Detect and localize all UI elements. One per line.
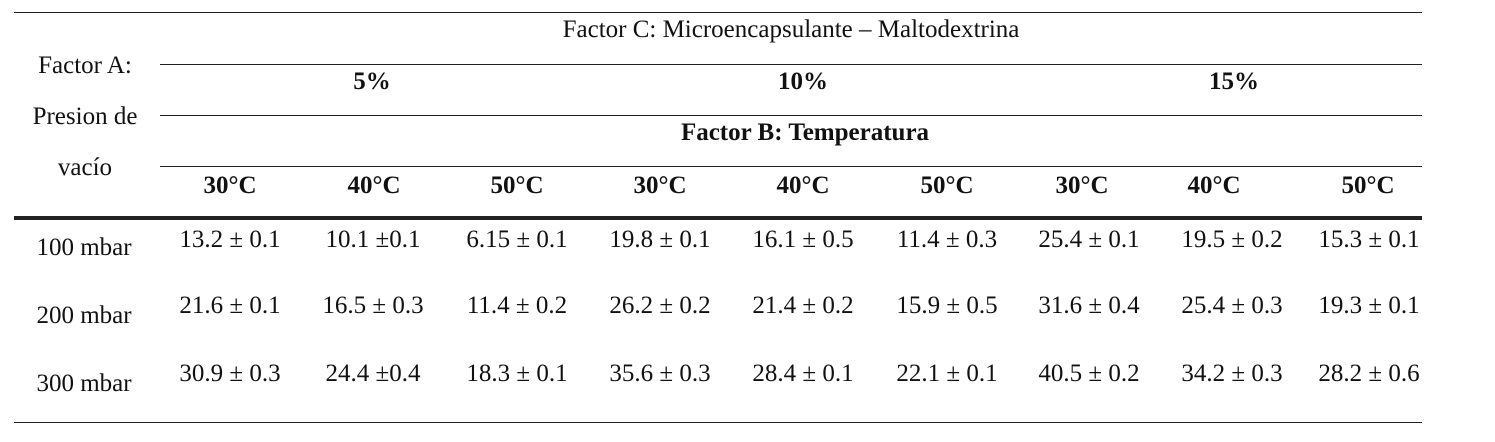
factor-a-header: Factor A: Presion de vacío bbox=[10, 40, 160, 193]
temperature-header: 30°C bbox=[633, 172, 687, 199]
table-cell: 19.3 ± 0.1 bbox=[1318, 292, 1420, 319]
table-cell: 15.3 ± 0.1 bbox=[1318, 226, 1420, 253]
row-label: 100 mbar bbox=[36, 234, 132, 261]
table-cell: 21.6 ± 0.1 bbox=[179, 292, 281, 319]
table-cell: 11.4 ± 0.3 bbox=[896, 226, 998, 253]
factor-a-line: Presion de bbox=[32, 103, 138, 130]
table-cell: 25.4 ± 0.1 bbox=[1038, 226, 1140, 253]
row-label: 300 mbar bbox=[36, 370, 132, 397]
factor-c-header: Factor C: Microencapsulante – Maltodextr… bbox=[562, 16, 1020, 43]
table-cell: 28.2 ± 0.6 bbox=[1318, 360, 1420, 387]
temperature-header: 50°C bbox=[490, 172, 544, 199]
concentration-header: 15% bbox=[1209, 68, 1259, 95]
rule-under-concentrations bbox=[160, 115, 1422, 116]
top-rule bbox=[14, 12, 1422, 13]
rule-under-factor-c bbox=[160, 64, 1422, 65]
table-cell: 24.4 ±0.4 bbox=[325, 360, 421, 387]
concentration-header: 10% bbox=[778, 68, 828, 95]
row-label: 200 mbar bbox=[36, 302, 132, 329]
table-cell: 15.9 ± 0.5 bbox=[896, 292, 998, 319]
factor-b-header: Factor B: Temperatura bbox=[680, 119, 930, 146]
header-thick-rule bbox=[14, 216, 1422, 220]
temperature-header: 40°C bbox=[1187, 172, 1241, 199]
table-cell: 19.8 ± 0.1 bbox=[609, 226, 711, 253]
temperature-header: 40°C bbox=[347, 172, 401, 199]
temperature-header: 50°C bbox=[1341, 172, 1395, 199]
temperature-header: 30°C bbox=[1055, 172, 1109, 199]
factor-a-line: vacío bbox=[57, 154, 113, 181]
table-cell: 34.2 ± 0.3 bbox=[1181, 360, 1283, 387]
rule-under-factor-b bbox=[160, 166, 1422, 167]
table-cell: 40.5 ± 0.2 bbox=[1038, 360, 1140, 387]
table-cell: 10.1 ±0.1 bbox=[325, 226, 421, 253]
temperature-header: 30°C bbox=[203, 172, 257, 199]
table-cell: 19.5 ± 0.2 bbox=[1181, 226, 1283, 253]
table-cell: 31.6 ± 0.4 bbox=[1038, 292, 1140, 319]
table-cell: 6.15 ± 0.1 bbox=[466, 226, 568, 253]
table-cell: 22.1 ± 0.1 bbox=[896, 360, 998, 387]
table-cell: 18.3 ± 0.1 bbox=[466, 360, 568, 387]
table-cell: 25.4 ± 0.3 bbox=[1181, 292, 1283, 319]
factor-a-line: Factor A: bbox=[38, 52, 132, 79]
table-cell: 28.4 ± 0.1 bbox=[752, 360, 854, 387]
table-cell: 13.2 ± 0.1 bbox=[179, 226, 281, 253]
table-cell: 16.5 ± 0.3 bbox=[322, 292, 424, 319]
table-cell: 16.1 ± 0.5 bbox=[752, 226, 854, 253]
table-cell: 21.4 ± 0.2 bbox=[752, 292, 854, 319]
table-cell: 26.2 ± 0.2 bbox=[609, 292, 711, 319]
table-cell: 30.9 ± 0.3 bbox=[179, 360, 281, 387]
bottom-rule bbox=[14, 422, 1422, 423]
temperature-header: 50°C bbox=[920, 172, 974, 199]
concentration-header: 5% bbox=[353, 68, 391, 95]
table-cell: 35.6 ± 0.3 bbox=[609, 360, 711, 387]
table-cell: 11.4 ± 0.2 bbox=[466, 292, 568, 319]
temperature-header: 40°C bbox=[776, 172, 830, 199]
